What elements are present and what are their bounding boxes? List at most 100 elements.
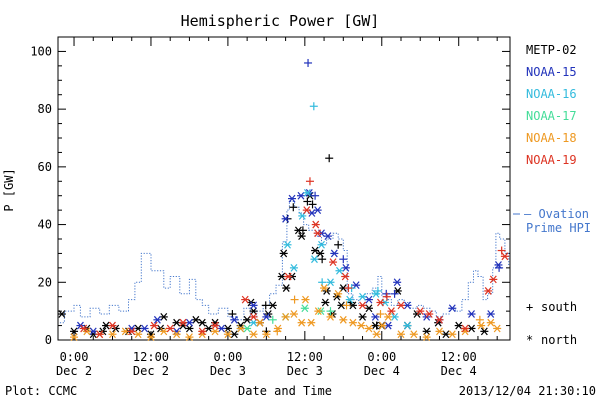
legend-item-noaa-15: NOAA-15 [526, 65, 577, 79]
noaa-16-north-point [289, 263, 298, 272]
legend-item-noaa-19: NOAA-19 [526, 153, 577, 167]
noaa-19-north-point [425, 310, 434, 318]
noaa-16-north-point [283, 240, 292, 249]
noaa-15-north-point [140, 324, 149, 333]
noaa-18-north-point [357, 321, 366, 330]
noaa-18-north-point [236, 324, 245, 333]
noaa-19-north-point [127, 327, 136, 336]
noaa-15-north-point [296, 191, 305, 200]
marker-legend-south-label: south [541, 300, 577, 314]
noaa-16-north-point [335, 266, 344, 275]
noaa-15-south-point [390, 289, 399, 298]
noaa-18-north-point [255, 318, 264, 327]
marker-legend: + south * north [526, 300, 577, 347]
metp-02-north-point [159, 313, 168, 321]
noaa-18-north-point [397, 330, 406, 339]
metp-02-south-point [334, 240, 343, 249]
noaa-18-north-point [493, 324, 502, 333]
noaa-15-north-point [341, 263, 350, 272]
noaa-15-north-point [323, 232, 332, 241]
metp-02-north-point [185, 324, 194, 333]
metp-02-north-point [70, 327, 79, 336]
metp-02-south-point [298, 226, 307, 235]
metp-02-north-point [249, 307, 258, 316]
noaa-17-north-point [300, 304, 309, 313]
noaa-19-north-point [387, 307, 396, 316]
noaa-19-north-point [461, 324, 470, 333]
metp-02-north-point [321, 298, 330, 307]
metp-02-north-point [422, 327, 431, 336]
chart-title: Hemispheric Power [GW] [181, 12, 380, 30]
noaa-18-north-point [378, 321, 387, 330]
noaa-15-north-point [486, 310, 495, 318]
noaa-15-north-point [313, 206, 322, 215]
noaa-19-north-point [302, 206, 311, 215]
noaa-18-south-point [342, 301, 351, 310]
noaa-19-north-point [500, 252, 509, 261]
noaa-16-north-point [345, 295, 354, 304]
noaa-19-north-point [150, 321, 159, 330]
metp-02-north-point [198, 318, 207, 327]
noaa-18-north-point [211, 327, 220, 336]
noaa-19-north-point [416, 307, 425, 316]
noaa-17-south-point [268, 315, 277, 324]
metp-02-north-point [191, 315, 200, 324]
legend-item-metp-02: METP-02 [526, 43, 577, 57]
noaa-19-south-point [344, 284, 353, 293]
noaa-16-north-point [310, 255, 319, 264]
noaa-18-north-point [486, 318, 495, 327]
y-tick-label: 100 [30, 44, 52, 58]
noaa-19-north-point [284, 272, 293, 281]
noaa-18-north-point [249, 330, 258, 339]
noaa-15-north-point [217, 324, 226, 333]
ovation-legend-line-2: Prime HPI [526, 221, 591, 235]
noaa-19-north-point [95, 330, 104, 339]
noaa-18-north-point [289, 310, 298, 318]
x-tick-time-label: 0:00 [367, 350, 396, 364]
noaa-19-north-point [489, 275, 498, 284]
noaa-18-north-point [314, 307, 323, 316]
metp-02-south-point [303, 197, 312, 206]
y-tick-label: 40 [38, 218, 52, 232]
noaa-18-north-point [339, 315, 348, 324]
noaa-19-north-point [108, 321, 117, 330]
noaa-19-north-point [198, 327, 207, 336]
noaa-18-north-point [326, 313, 335, 321]
noaa-15-south-point [339, 255, 348, 264]
noaa-18-north-point [262, 330, 271, 339]
x-tick-time-label: 12:00 [441, 350, 477, 364]
noaa-19-north-point [435, 315, 444, 324]
noaa-15-north-point [249, 301, 258, 310]
legend-item-noaa-18: NOAA-18 [526, 131, 577, 145]
noaa-18-north-point [185, 333, 194, 342]
noaa-16-north-point [303, 188, 312, 197]
noaa-18-north-point [448, 330, 457, 339]
y-tick-label: 20 [38, 275, 52, 289]
metp-02-north-point [268, 301, 277, 310]
noaa-16-north-point [358, 292, 367, 301]
noaa-15-south-point [311, 191, 320, 200]
legend: METP-02 NOAA-15 NOAA-16 NOAA-17 NOAA-18 NOAA-… [526, 43, 577, 167]
noaa-18-north-point [70, 333, 79, 342]
x-axis-label: Date and Time [238, 384, 332, 398]
noaa-18-north-point [159, 327, 168, 336]
noaa-19-north-point [241, 295, 250, 304]
noaa-19-north-point [341, 272, 350, 281]
noaa-15-north-point [364, 295, 373, 304]
noaa-15-north-point [330, 249, 339, 258]
noaa-15-north-point [288, 194, 297, 203]
x-tick-time-label: 0:00 [60, 350, 89, 364]
x-tick-date-label: Dec 4 [364, 364, 400, 378]
noaa-19-south-point [497, 246, 506, 255]
noaa-19-north-point [179, 318, 188, 327]
noaa-19-north-point [311, 220, 320, 229]
noaa-19-north-point [397, 301, 406, 310]
legend-item-noaa-16: NOAA-16 [526, 87, 577, 101]
noaa-18-south-point [290, 295, 299, 304]
noaa-16-north-point [326, 278, 335, 287]
noaa-19-north-point [249, 313, 258, 321]
y-tick-label: 60 [38, 160, 52, 174]
marker-legend-south-symbol: + [526, 300, 533, 314]
noaa-18-north-point [223, 330, 232, 339]
